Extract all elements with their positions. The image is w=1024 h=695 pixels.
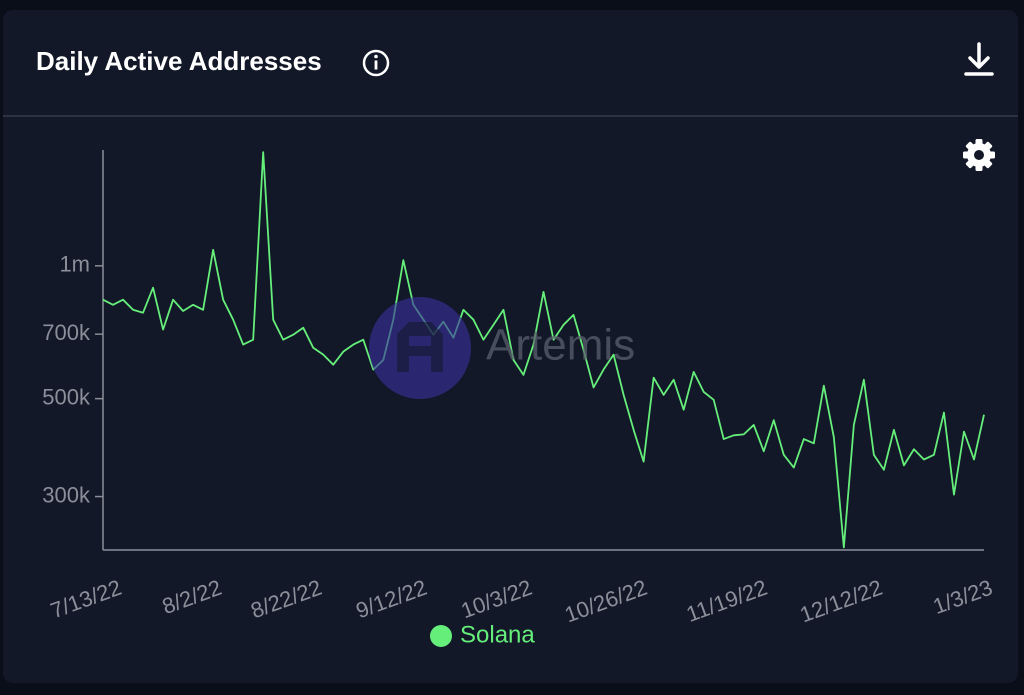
series-line — [102, 151, 985, 549]
settings-icon[interactable] — [963, 139, 995, 171]
watermark-text: Artemis — [486, 321, 635, 370]
download-icon[interactable] — [964, 42, 994, 76]
chart-title: Daily Active Addresses — [36, 46, 322, 76]
legend-swatch — [430, 625, 452, 647]
y-tick-label: 700k — [42, 320, 91, 345]
info-icon[interactable] — [362, 49, 390, 77]
y-tick-label: 1m — [59, 252, 90, 277]
watermark-logo-mark — [397, 322, 443, 372]
y-tick-label: 300k — [42, 482, 91, 507]
legend-label: Solana — [460, 621, 535, 648]
y-tick-label: 500k — [42, 384, 91, 409]
